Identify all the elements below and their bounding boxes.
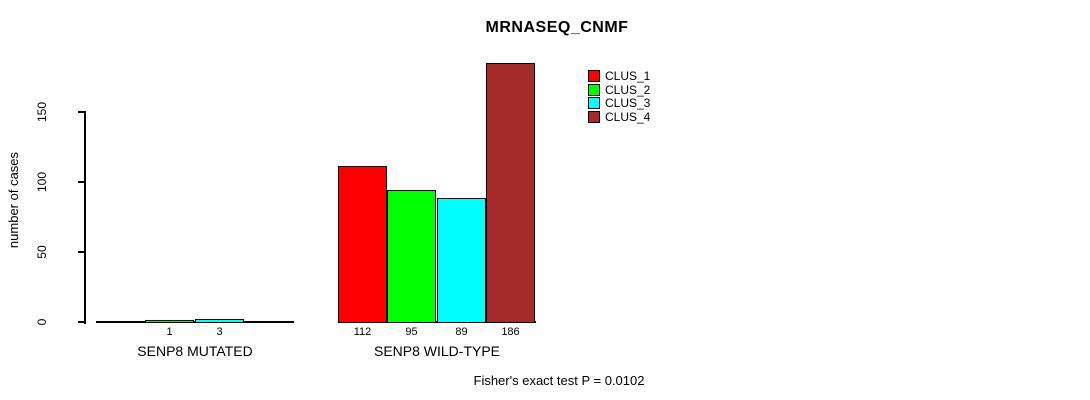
bar-clus_1 bbox=[338, 166, 387, 323]
legend-label: CLUS_4 bbox=[605, 109, 651, 124]
bar-value-label: 186 bbox=[501, 326, 520, 338]
bar-value-label: 112 bbox=[353, 326, 372, 338]
bar-value-label: 1 bbox=[166, 326, 173, 338]
bar-value-label: 3 bbox=[216, 326, 223, 338]
legend-swatch bbox=[588, 69, 600, 82]
legend: CLUS_1 CLUS_2 CLUS_3 CLUS_4 bbox=[588, 69, 650, 124]
legend-item-clus_1: CLUS_1 bbox=[588, 69, 650, 83]
bar-clus_2 bbox=[145, 320, 194, 323]
group-label-senp8-wild-type: SENP8 WILD-TYPE bbox=[373, 343, 501, 359]
y-axis-line bbox=[84, 111, 86, 324]
legend-swatch bbox=[588, 83, 600, 96]
y-tick-mark bbox=[78, 111, 85, 113]
y-tick-label: 0 bbox=[35, 318, 49, 326]
y-tick-mark bbox=[78, 181, 85, 183]
y-tick-label: 50 bbox=[35, 245, 49, 259]
bar-value-label: 95 bbox=[405, 326, 418, 338]
y-tick-label: 150 bbox=[35, 101, 49, 123]
legend-item-clus_3: CLUS_3 bbox=[588, 96, 650, 110]
legend-swatch bbox=[588, 97, 600, 110]
bar-clus_4 bbox=[486, 63, 535, 323]
chart-title: MRNASEQ_CNMF bbox=[485, 19, 629, 36]
y-tick-mark bbox=[78, 251, 85, 253]
y-axis-label: number of cases bbox=[6, 151, 21, 249]
legend-label: CLUS_3 bbox=[605, 96, 651, 111]
y-tick-mark bbox=[78, 321, 85, 323]
legend-item-clus_2: CLUS_2 bbox=[588, 83, 650, 97]
y-tick-label: 100 bbox=[35, 171, 49, 193]
legend-item-clus_4: CLUS_4 bbox=[588, 110, 650, 124]
bar-clus_3 bbox=[195, 319, 244, 323]
fisher-test-annotation: Fisher's exact test P = 0.0102 bbox=[473, 373, 645, 388]
bar-clus_3 bbox=[437, 198, 486, 323]
group-label-senp8-mutated: SENP8 MUTATED bbox=[137, 343, 253, 359]
legend-label: CLUS_2 bbox=[605, 82, 651, 97]
legend-swatch bbox=[588, 110, 600, 123]
bar-value-label: 89 bbox=[455, 326, 468, 338]
legend-label: CLUS_1 bbox=[605, 68, 651, 83]
bar-clus_2 bbox=[387, 190, 436, 323]
